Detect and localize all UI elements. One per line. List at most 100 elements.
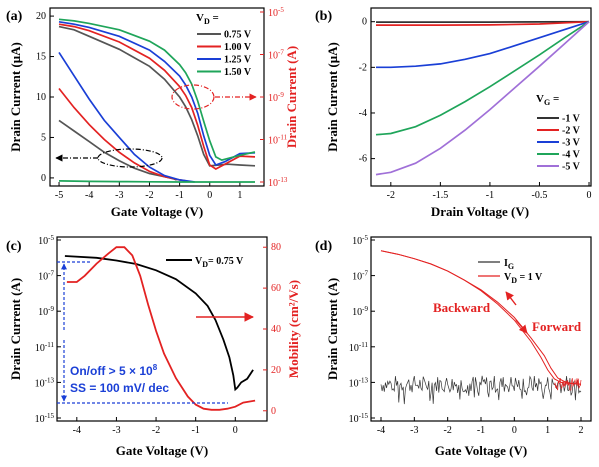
y-tick-label: -6 <box>359 154 367 165</box>
legend-label: 1.25 V <box>224 55 252 66</box>
x-tick-label: -1 <box>486 190 494 201</box>
x-tick-label: -1 <box>477 425 485 436</box>
yticks-left-a: 0 5 10 15 20 <box>36 11 54 184</box>
series-drain-current <box>64 255 254 392</box>
series-a <box>58 18 256 183</box>
x-axis-label-b: Drain Voltage (V) <box>431 204 529 219</box>
x-tick-label: 1 <box>237 190 242 201</box>
x-tick-label: -3 <box>410 425 418 436</box>
y-tick-label: 10-9 <box>38 305 54 318</box>
yticks-d: 10-15 10-13 10-11 10-9 10-7 10-5 <box>349 234 375 425</box>
annotation-forward: Forward <box>532 319 582 334</box>
x-tick-label: 0 <box>233 425 238 436</box>
legend-label: 1.00 V <box>224 42 252 53</box>
y-right-tick-label: 80 <box>271 242 281 253</box>
y-right-tick-label: 0 <box>271 406 276 417</box>
xticks-d: -4 -3 -2 -1 0 1 2 <box>377 417 584 436</box>
x-tick-label: 0 <box>207 190 212 201</box>
x-tick-label: -4 <box>73 425 81 436</box>
yticks-right-a: 10-13 10-11 10-9 10-7 10-5 <box>260 6 288 189</box>
x-tick-label: -3 <box>115 190 123 201</box>
y-tick-label: 0 <box>362 17 367 28</box>
legend-label: -3 V <box>562 138 581 149</box>
y-axis-label-right-a: Drain Current (A) <box>284 46 299 148</box>
x-tick-label: -2 <box>387 190 395 201</box>
y-axis-label-right-c: Mobility (cm²/Vs) <box>286 280 301 378</box>
x-tick-label: 1 <box>545 425 550 436</box>
annotation-ss-text: SS = 100 mV/ dec <box>70 381 169 395</box>
series-vg2V <box>376 20 590 26</box>
x-tick-label: -2 <box>443 425 451 436</box>
annotation-ellipse-log <box>171 84 215 110</box>
legend-label-vd: VD = 1 V <box>504 272 543 285</box>
x-tick-label: -2 <box>145 190 153 201</box>
y-right-tick-label: 10-9 <box>268 91 284 104</box>
legend-c: VD= 0.75 V <box>166 256 244 269</box>
series-gate-current <box>380 375 582 405</box>
panel-label-c: (c) <box>6 239 22 254</box>
legend-d: IG VD = 1 V <box>478 258 543 285</box>
legend-b: VG = -1 V-2 V-3 V-4 V-5 V <box>536 93 581 173</box>
y-axis-label-b: Drain Current (μA) <box>325 42 340 152</box>
legend-label: -2 V <box>562 126 581 137</box>
series-c <box>64 246 256 411</box>
y-tick-label: 10 <box>36 92 46 103</box>
panel-d: -4 -3 -2 -1 0 1 2 10-1510-1310-1110-910-710-5 … <box>315 234 592 458</box>
series-forward <box>380 250 582 385</box>
xticks-b: -2 -1.5 -1 -0.5 0 <box>387 182 592 201</box>
x-tick-label: -5 <box>55 190 63 201</box>
legend-label: -5 V <box>562 162 581 173</box>
panel-c: -4 -3 -2 -1 0 10-15 10-13 10-11 10-9 10-7 10-5 0 2… <box>6 234 301 458</box>
y-tick-label: 10-7 <box>352 270 368 283</box>
x-axis-label-d: Gate Voltage (V) <box>435 443 527 458</box>
legend-title-b: VG = <box>536 93 559 107</box>
y-tick-label: 10-15 <box>35 412 55 425</box>
y-tick-label: 10-13 <box>349 376 369 389</box>
series-vg3V <box>376 20 590 69</box>
series-b <box>375 20 590 176</box>
series-linear-150V <box>58 18 256 162</box>
series-linear-125V <box>58 20 256 167</box>
y-tick-label: 10-7 <box>38 270 54 283</box>
y-right-tick-label: 10-13 <box>268 176 288 189</box>
legend-label: -4 V <box>562 150 581 161</box>
legend-title-a: VD = <box>196 12 219 26</box>
series-log-150V <box>58 180 255 183</box>
y-tick-label: 15 <box>36 52 46 63</box>
y-right-tick-label: 40 <box>271 324 281 335</box>
x-tick-label: -4 <box>85 190 93 201</box>
x-tick-label: 0 <box>512 425 517 436</box>
y-tick-label: 10-5 <box>38 234 54 247</box>
y-tick-label: 10-11 <box>35 341 55 354</box>
y-tick-label: 10-9 <box>352 305 368 318</box>
yticks-b: 0 -2 -4 -6 <box>359 17 375 165</box>
y-tick-label: 10-15 <box>349 412 369 425</box>
x-tick-label: -2 <box>152 425 160 436</box>
y-tick-label: 10-13 <box>35 376 55 389</box>
y-right-tick-label: 10-5 <box>268 6 284 19</box>
series-vg5V <box>375 21 590 176</box>
y-tick-label: -2 <box>359 62 367 73</box>
series-log-125V <box>58 51 195 183</box>
x-tick-label: 0 <box>587 190 592 201</box>
annotation-ellipse-linear <box>97 148 163 168</box>
y-tick-label: 20 <box>36 11 46 22</box>
yticks-left-c: 10-15 10-13 10-11 10-9 10-7 10-5 <box>35 234 61 425</box>
y-tick-label: 0 <box>41 173 46 184</box>
y-tick-label: -4 <box>359 108 367 119</box>
legend-a: VD = 0.75 V1.00 V 1.25 V1.50 V <box>196 12 252 78</box>
x-tick-label: -1.5 <box>432 190 448 201</box>
y-tick-label: 10-11 <box>349 341 369 354</box>
x-tick-label: -4 <box>377 425 385 436</box>
legend-label: 1.50 V <box>224 67 252 78</box>
panel-label-b: (b) <box>315 9 332 24</box>
y-right-tick-label: 60 <box>271 283 281 294</box>
annotation-arrow-backward <box>505 291 517 306</box>
annotation-onoff-text: On/off > 5 × 108 <box>70 363 158 378</box>
legend-label-c: VD= 0.75 V <box>195 256 244 269</box>
xticks-a: -5 -4 -3 -2 -1 0 1 <box>55 182 242 201</box>
x-axis-label-c: Gate Voltage (V) <box>116 443 208 458</box>
xticks-c: -4 -3 -2 -1 0 <box>73 417 238 436</box>
panel-a: -5 -4 -3 -2 -1 0 1 0 5 10 15 20 10-13 10-11 10-9 10-7… <box>6 6 299 219</box>
